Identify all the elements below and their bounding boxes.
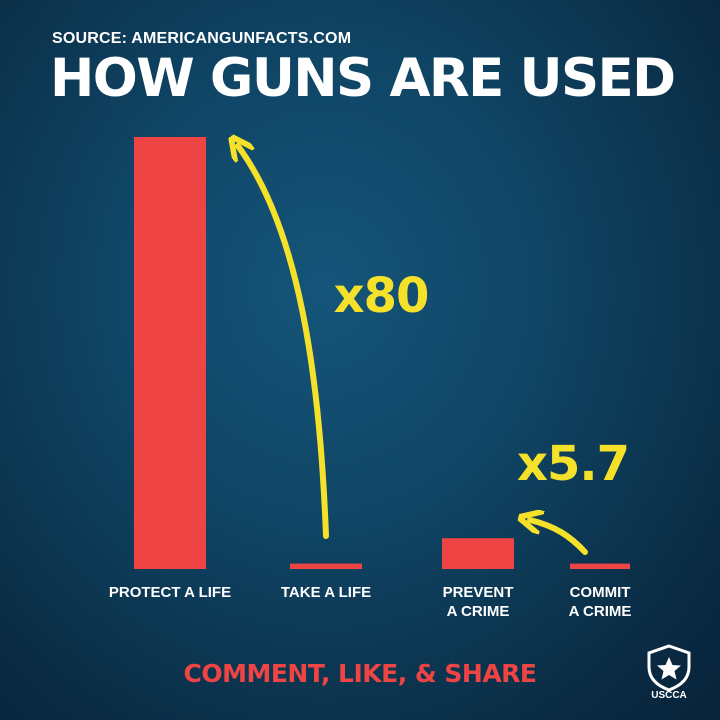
logo-label: USCCA [651, 690, 687, 701]
bar-1 [290, 563, 362, 569]
bar-2 [442, 538, 514, 569]
annotation-label-1: x5.7 [517, 436, 629, 492]
category-label-0: PROTECT A LIFE [109, 584, 231, 601]
category-label-2: PREVENT A CRIME [443, 584, 514, 620]
uscca-logo: USCCA [640, 643, 698, 707]
annotation-label-0: x80 [334, 268, 429, 324]
arrow-x5-7 [530, 520, 588, 555]
arrow-x80 [238, 146, 329, 539]
cta-text[interactable]: COMMENT, LIKE, & SHARE [183, 659, 537, 688]
category-label-1: TAKE A LIFE [281, 584, 371, 601]
page-title: HOW GUNS ARE USED [50, 48, 676, 109]
source-label: SOURCE: AMERICANGUNFACTS.COM [52, 30, 352, 47]
category-label-3: COMMIT A CRIME [569, 584, 632, 620]
shield-star-icon [647, 644, 691, 692]
bar-3 [570, 563, 630, 569]
bar-0 [134, 137, 206, 569]
